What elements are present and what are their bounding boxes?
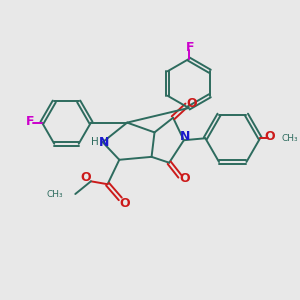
Text: F: F bbox=[26, 115, 34, 128]
Text: F: F bbox=[185, 41, 194, 54]
Text: CH₃: CH₃ bbox=[47, 190, 64, 199]
Text: N: N bbox=[99, 136, 109, 149]
Text: H: H bbox=[91, 137, 99, 147]
Text: O: O bbox=[81, 171, 92, 184]
Text: CH₃: CH₃ bbox=[282, 134, 298, 143]
Text: O: O bbox=[120, 197, 130, 210]
Text: O: O bbox=[265, 130, 275, 143]
Text: N: N bbox=[180, 130, 190, 143]
Text: O: O bbox=[179, 172, 190, 185]
Text: O: O bbox=[186, 97, 197, 110]
